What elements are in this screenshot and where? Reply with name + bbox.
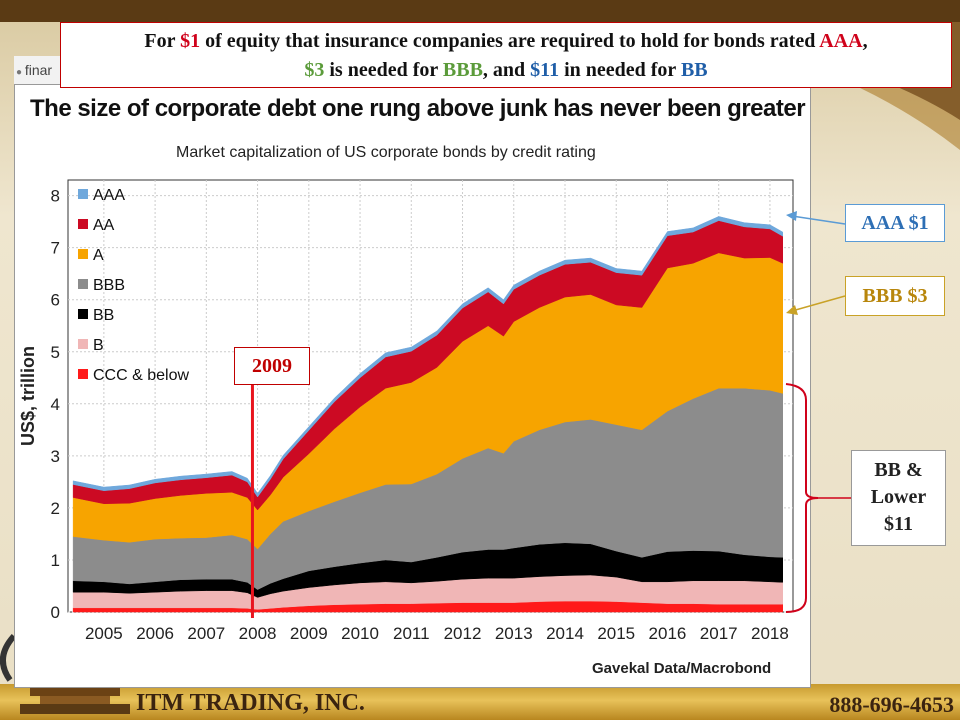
legend-swatch <box>78 189 88 199</box>
y-tick-label: 0 <box>51 603 60 622</box>
y-tick-label: 3 <box>51 447 60 466</box>
legend-swatch <box>78 339 88 349</box>
legend-swatch <box>78 309 88 319</box>
legend-label: BB <box>93 307 114 324</box>
x-tick-label: 2012 <box>444 624 482 643</box>
bbb-arrow-head <box>786 305 798 315</box>
y-tick-label: 1 <box>51 551 60 570</box>
legend-label: BBB <box>93 277 125 294</box>
chart-areas <box>72 216 784 613</box>
logo-icon <box>0 633 130 714</box>
legend-label: AA <box>93 217 115 234</box>
bbb-arrow-line <box>791 295 846 312</box>
footer-company-name: ITM TRADING, INC. <box>136 690 365 716</box>
callout-aaa: AAA $1 <box>845 204 945 242</box>
browser-tab-text: ● finar <box>16 62 53 78</box>
y-tick-label: 7 <box>51 239 60 258</box>
aaa-arrow-head <box>786 211 797 221</box>
x-tick-label: 2011 <box>393 624 430 643</box>
y-tick-label: 2 <box>51 499 60 518</box>
callout-bb-and-lower: BB & Lower $11 <box>851 450 946 546</box>
aaa-arrow-line <box>791 215 846 225</box>
callout-bbb: BBB $3 <box>845 276 945 316</box>
chart-subtitle: Market capitalization of US corporate bo… <box>176 144 596 161</box>
slide-footer-band <box>0 684 960 720</box>
footer-phone-number: 888-696-4653 <box>829 692 954 717</box>
y-tick-label: 8 <box>51 187 60 206</box>
legend-swatch <box>78 249 88 259</box>
legend-swatch <box>78 279 88 289</box>
x-tick-label: 2010 <box>341 624 379 643</box>
x-tick-label: 2008 <box>239 624 277 643</box>
x-tick-label: 2017 <box>700 624 738 643</box>
x-tick-label: 2007 <box>187 624 225 643</box>
x-tick-label: 2009 <box>290 624 328 643</box>
chart-title: The size of corporate debt one rung abov… <box>30 95 806 122</box>
x-tick-label: 2014 <box>546 624 584 643</box>
callout-2009: 2009 <box>234 347 310 385</box>
x-tick-label: 2015 <box>597 624 635 643</box>
chart-annotations <box>250 211 851 618</box>
chart-source: Gavekal Data/Macrobond <box>592 660 772 677</box>
equity-requirement-banner: For $1 of equity that insurance companie… <box>60 22 952 88</box>
y-tick-label: 6 <box>51 291 60 310</box>
legend-label: AAA <box>93 187 125 204</box>
legend-label: A <box>93 247 104 264</box>
legend-swatch <box>78 369 88 379</box>
y-tick-label: 5 <box>51 343 60 362</box>
y-axis-label: US$, trillion <box>18 346 38 446</box>
area-aaa <box>72 216 784 498</box>
slide-top-band <box>0 0 960 22</box>
x-tick-label: 2005 <box>85 624 123 643</box>
x-tick-label: 2006 <box>136 624 174 643</box>
lock-icon: ● <box>16 67 25 78</box>
legend-swatch <box>78 219 88 229</box>
x-tick-label: 2018 <box>751 624 789 643</box>
chart-axes: 0 1 2 3 4 5 6 7 8 2005 2006 2007 2008 2009 2010 2011 201… <box>18 187 789 643</box>
legend-label: B <box>93 337 104 354</box>
legend-label: CCC & below <box>93 367 189 384</box>
x-tick-label: 2016 <box>649 624 687 643</box>
y-tick-label: 4 <box>51 395 60 414</box>
x-tick-label: 2013 <box>495 624 533 643</box>
